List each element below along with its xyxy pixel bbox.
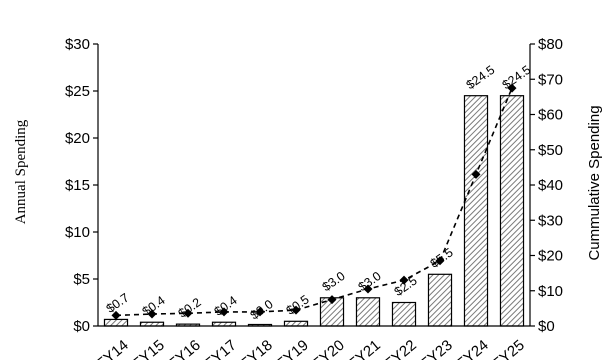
- cumulative-point: [111, 310, 121, 320]
- x-tick-label: FY20: [309, 337, 347, 360]
- data-label: $3.0: [320, 269, 348, 294]
- left-tick-label: $15: [65, 177, 90, 194]
- data-label: $0.7: [104, 290, 132, 315]
- x-tick-label: FY22: [381, 337, 419, 360]
- cumulative-point: [147, 309, 157, 319]
- left-tick-label: $5: [73, 271, 90, 288]
- data-label: $5.5: [428, 245, 456, 270]
- right-tick-label: $30: [538, 212, 563, 229]
- x-tick-label: FY15: [129, 337, 167, 360]
- right-tick-label: $50: [538, 142, 563, 159]
- left-tick-label: $0: [73, 318, 90, 335]
- x-tick-label: FY21: [345, 337, 383, 360]
- cumulative-point: [183, 308, 193, 318]
- x-axis-ticks: FY14FY15FY16FY17FY18FY19FY20FY21FY22FY23…: [93, 337, 527, 360]
- data-label: $24.5: [500, 63, 534, 92]
- x-tick-label: FY25: [489, 337, 527, 360]
- x-tick-label: FY23: [417, 337, 455, 360]
- cumulative-point: [327, 295, 337, 305]
- x-tick-label: FY18: [237, 337, 275, 360]
- data-label: $24.5: [464, 63, 498, 92]
- data-label: $0.0: [248, 297, 276, 322]
- right-tick-label: $0: [538, 318, 555, 335]
- bar: [103, 318, 129, 327]
- x-tick-label: FY17: [201, 337, 239, 360]
- x-tick-label: FY19: [273, 337, 311, 360]
- cumulative-point: [363, 284, 373, 294]
- right-tick-label: $70: [538, 71, 563, 88]
- left-axis-ticks: $0 $5 $10 $15 $20 $25 $30: [65, 36, 98, 335]
- right-axis-ticks: $0 $10 $20 $30 $40 $50 $60 $70 $80: [530, 36, 563, 335]
- data-label: $0.5: [284, 292, 312, 317]
- left-tick-label: $30: [65, 36, 90, 53]
- right-tick-label: $10: [538, 283, 563, 300]
- cumulative-point: [507, 83, 517, 93]
- bar: [463, 95, 489, 327]
- cumulative-point: [219, 307, 229, 317]
- x-tick-label: FY24: [453, 337, 491, 360]
- right-tick-label: $80: [538, 36, 563, 53]
- cumulative-point: [399, 275, 409, 285]
- cumulative-line-layer: [111, 83, 517, 320]
- right-tick-label: $40: [538, 177, 563, 194]
- bar: [499, 95, 525, 327]
- left-axis-title: Annual Spending: [13, 119, 29, 224]
- bar: [427, 273, 453, 327]
- right-tick-label: $60: [538, 107, 563, 124]
- bar: [391, 301, 417, 327]
- bar: [355, 297, 381, 327]
- x-tick-label: FY14: [93, 337, 131, 360]
- right-axis-title: Cummulative Spending: [586, 105, 603, 260]
- left-tick-label: $20: [65, 130, 90, 147]
- left-tick-label: $25: [65, 83, 90, 100]
- cumulative-point: [435, 256, 445, 266]
- bars: [103, 95, 525, 327]
- bar: [283, 320, 309, 327]
- left-tick-label: $10: [65, 224, 90, 241]
- right-tick-label: $20: [538, 248, 563, 265]
- cumulative-point: [291, 305, 301, 315]
- cumulative-point: [255, 307, 265, 317]
- data-label: $2.5: [392, 274, 420, 299]
- x-tick-label: FY16: [165, 337, 203, 360]
- cumulative-line: [115, 87, 513, 317]
- data-label: $0.4: [212, 293, 240, 318]
- data-label: $0.2: [176, 295, 204, 320]
- cumulative-point: [471, 169, 481, 179]
